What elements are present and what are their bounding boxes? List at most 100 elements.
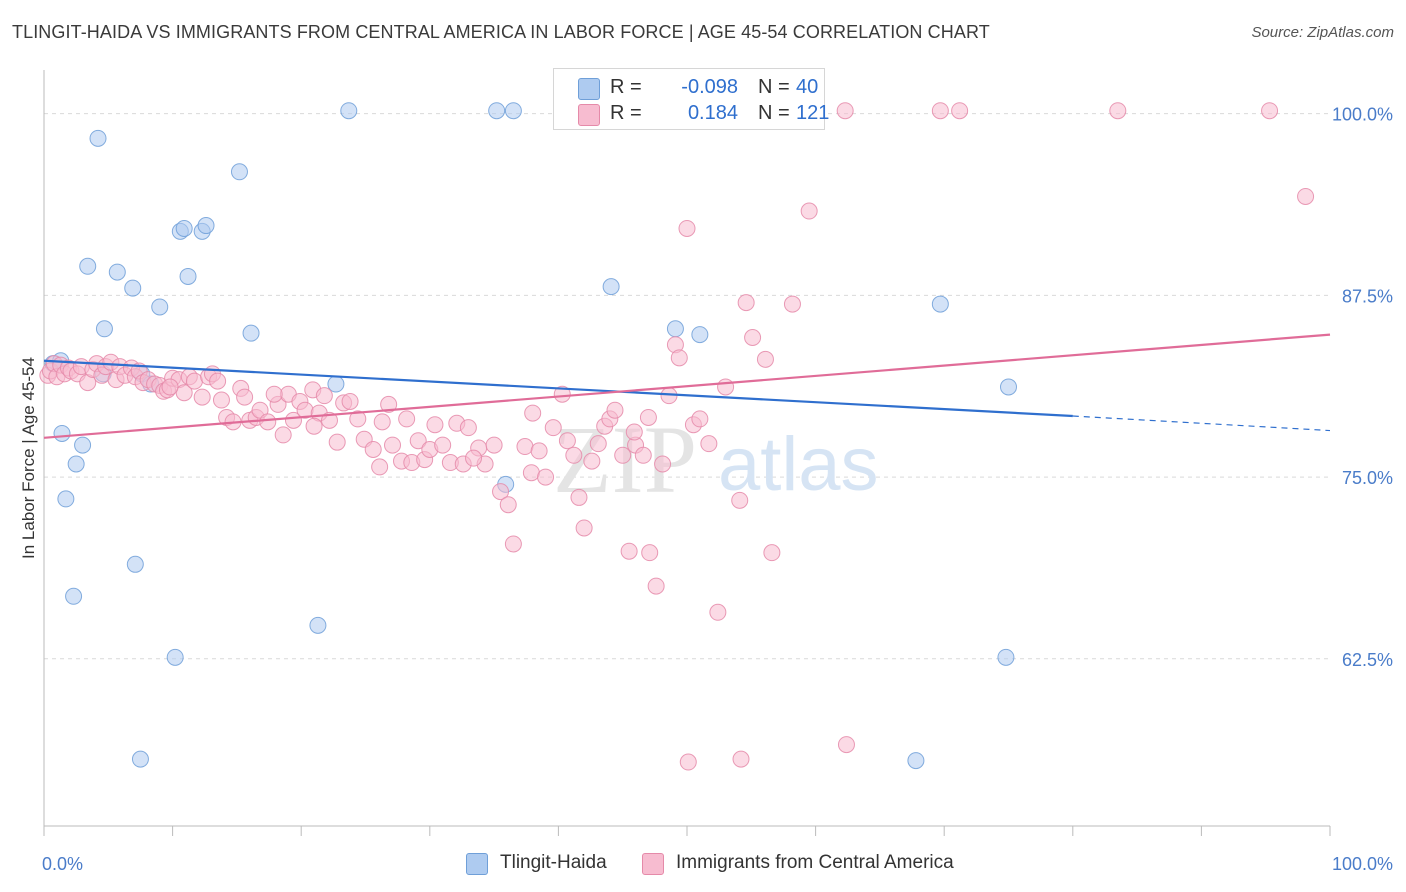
source-label: Source: ZipAtlas.com [1251,24,1394,41]
point-tlingit [340,102,358,120]
bottom-legend-swatch-tlingit [466,853,488,875]
point-central-america [465,449,483,467]
point-central-america [409,432,427,450]
point-central-america [193,388,211,406]
point-central-america [320,411,338,429]
point-tlingit [53,424,71,442]
point-central-america [756,350,774,368]
point-tlingit [691,326,709,344]
point-central-america [485,436,503,454]
point-central-america [800,202,818,220]
y-tick-label: 75.0% [1342,468,1393,488]
point-central-america [565,446,583,464]
point-central-america [315,387,333,405]
point-tlingit [131,750,149,768]
point-tlingit [95,320,113,338]
point-central-america [700,435,718,453]
point-tlingit [89,129,107,147]
point-central-america [161,378,179,396]
legend-r-value: 0.184 [687,102,738,124]
point-tlingit [488,102,506,120]
point-central-america [371,458,389,476]
point-central-america [373,413,391,431]
point-central-america [504,535,522,553]
point-tlingit [179,267,197,285]
point-central-america [744,329,762,347]
trend-line-central-america [43,333,1331,439]
point-central-america [763,544,781,562]
point-central-america [209,372,227,390]
y-tick-label: 62.5% [1342,650,1393,670]
legend-n-value: 40 [796,76,819,98]
point-central-america [737,294,755,312]
point-tlingit [65,587,83,605]
chart-title: TLINGIT-HAIDA VS IMMIGRANTS FROM CENTRAL… [12,22,990,42]
point-central-america [524,404,542,422]
bottom-legend-label-tlingit: Tlingit-Haida [500,852,607,873]
point-tlingit [230,163,248,181]
point-central-america [620,542,638,560]
point-tlingit [602,278,620,296]
point-tlingit [57,490,75,508]
point-central-america [625,423,643,441]
bottom-legend-swatch-central-america [642,853,664,875]
point-central-america [558,432,576,450]
point-central-america [639,408,657,426]
point-tlingit [166,648,184,666]
x-tick-label: 0.0% [42,854,83,874]
y-tick-label: 87.5% [1342,286,1393,306]
point-central-america [516,438,534,456]
y-tick-label: 100.0% [1332,105,1393,125]
tick-labels: 100.0% 87.5% 75.0% 62.5% 0.0% 100.0% [42,105,1393,874]
point-central-america [679,753,697,771]
point-central-america [259,413,277,431]
point-central-america [570,488,588,506]
x-tick-label: 100.0% [1332,854,1393,874]
point-central-america [380,395,398,413]
point-tlingit [197,217,215,235]
watermark-atlas: atlas [718,422,879,507]
point-central-america [783,295,801,313]
point-central-america [678,219,696,237]
legend-n-value: 121 [796,102,830,124]
point-central-america [426,416,444,434]
point-central-america [492,483,510,501]
point-central-america [553,385,571,403]
point-central-america [1297,187,1315,205]
axes [43,70,1331,836]
point-central-america [731,491,749,509]
point-tlingit [309,616,327,634]
point-tlingit [108,263,126,281]
point-tlingit [997,648,1015,666]
point-central-america [837,736,855,754]
point-central-america [384,436,402,454]
point-central-america [349,410,367,428]
point-central-america [691,410,709,428]
point-central-america [537,468,555,486]
point-tlingit [126,555,144,573]
point-central-america [647,577,665,595]
point-central-america [434,436,452,454]
legend-swatch-central-america [578,104,600,126]
bottom-legend-label-central-america: Immigrants from Central America [676,852,954,873]
point-central-america [1261,102,1279,120]
point-central-america [931,102,949,120]
trend-line-tlingit-extension [1072,415,1331,432]
point-central-america [575,519,593,537]
point-central-america [606,401,624,419]
point-central-america [1109,102,1127,120]
point-central-america [544,419,562,437]
point-central-america [641,544,659,562]
point-tlingit [907,752,925,770]
point-central-america [522,464,540,482]
point-central-america [589,435,607,453]
point-central-america [709,603,727,621]
point-tlingit [1000,378,1017,396]
point-tlingit [504,102,522,120]
legend-r-label: R = [610,102,642,124]
point-central-america [305,417,323,435]
point-tlingit [666,320,684,338]
point-tlingit [175,219,193,237]
point-central-america [836,102,854,120]
